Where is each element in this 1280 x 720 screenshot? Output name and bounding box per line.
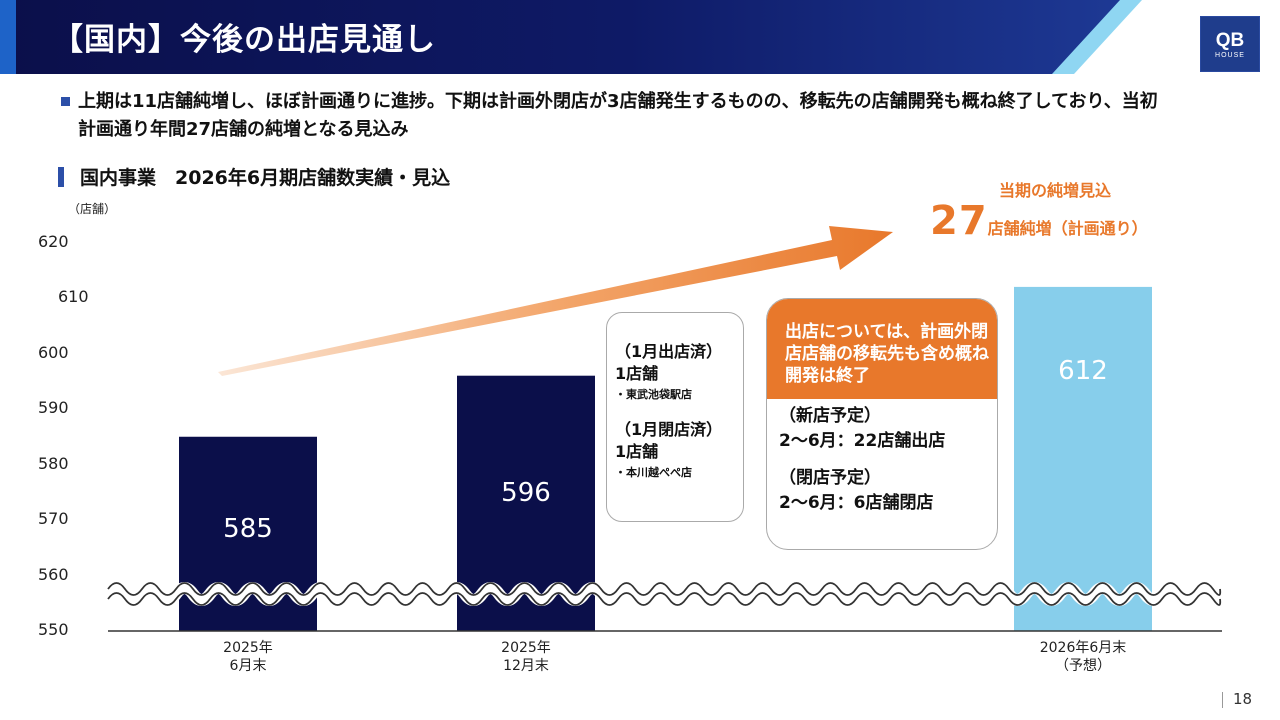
axis-break-line-2 [107, 592, 1222, 606]
y-tick-label: 610 [58, 287, 89, 306]
trend-arrow [218, 226, 893, 376]
bar-3 [1014, 286, 1152, 631]
page-number-divider [1222, 691, 1223, 708]
bar-value-label: 612 [1058, 355, 1108, 386]
y-tick-label: 620 [38, 231, 69, 251]
y-tick-label: 600 [38, 342, 69, 362]
plan-callout-text: 出店については、計画外閉店店舗の移転先も含め概ね開発は終了 [785, 322, 989, 386]
page-number-value: 18 [1233, 690, 1253, 708]
summary-bullet: 上期は11店舗純増し、ほぼ計画通りに進捗。下期は計画外閉店が3店舗発生するものの… [78, 91, 1158, 140]
page-title: 【国内】今後の出店見通し [52, 22, 436, 58]
x-tick-line1: 2025年 [501, 640, 551, 656]
closing-detail: 2～6月：6店舗閉店 [779, 493, 934, 513]
plan-callout: 出店については、計画外閉店店舗の移転先も含め概ね開発は終了 [767, 299, 997, 399]
open-store: ・東武池袋駅店 [615, 388, 692, 401]
net-increase-title: 当期の純増見込 [998, 181, 1111, 200]
axis-break-line-1 [107, 582, 1222, 596]
y-tick-label: 560 [38, 564, 69, 584]
logo-sub-text: HOUSE [1215, 52, 1245, 59]
x-tick-line1: 2025年 [223, 640, 273, 656]
header-band [0, 0, 1140, 74]
x-tick-line2: 12月末 [503, 658, 549, 674]
net-increase-text: 店舗純増（計画通り） [987, 219, 1148, 238]
net-increase-annotation: 27店舗純増（計画通り） [930, 198, 1148, 244]
x-tick-label: 2025年 6月末 [168, 639, 328, 675]
new-store-heading: （新店予定） [779, 406, 881, 426]
x-tick-label: 2025年 12月末 [446, 639, 606, 675]
closing-heading: （閉店予定） [779, 468, 881, 488]
page-number: 18 [1222, 690, 1252, 708]
open-count: 1店舗 [615, 364, 659, 383]
section-title: 国内事業 2026年6月期店舗数実績・見込 [80, 167, 451, 189]
january-changes-box: （1月出店済） 1店舗 ・東武池袋駅店 （1月閉店済） 1店舗 ・本川越ぺぺ店 [606, 312, 744, 522]
qb-house-logo: QB HOUSE [1200, 16, 1260, 72]
header-accent-stripe [1052, 0, 1142, 74]
header-banner: 【国内】今後の出店見通し [0, 0, 1280, 74]
y-tick-label: 580 [38, 453, 69, 473]
x-tick-label: 2026年6月末 （予想） [1003, 639, 1163, 675]
close-heading: （1月閉店済） [615, 420, 723, 439]
logo-main-text: QB [1215, 30, 1245, 51]
header-background [0, 0, 1142, 74]
plan-box: 出店については、計画外閉店店舗の移転先も含め概ね開発は終了 （新店予定） 2～6… [766, 298, 998, 550]
y-axis-unit: （店舗） [68, 202, 117, 216]
x-tick-line1: 2026年6月末 [1039, 640, 1127, 656]
net-increase-number: 27 [930, 198, 988, 244]
header-left-edge [0, 0, 16, 74]
plan-details: （新店予定） 2～6月：22店舗出店 （閉店予定） 2～6月：6店舗閉店 [767, 399, 997, 516]
close-count: 1店舗 [615, 442, 659, 461]
section-marker [58, 167, 64, 187]
axis-break-fill [103, 582, 1227, 606]
close-store: ・本川越ぺぺ店 [615, 466, 692, 479]
x-tick-line2: 6月末 [229, 658, 267, 674]
axis-break-mark [103, 582, 1227, 606]
bar-value-label: 596 [501, 477, 551, 508]
bar-value-label: 585 [223, 514, 273, 545]
y-tick-label: 550 [38, 620, 69, 639]
open-heading: （1月出店済） [615, 342, 723, 361]
y-tick-label: 570 [38, 509, 69, 528]
y-tick-label: 590 [38, 398, 69, 417]
new-store-detail: 2～6月：22店舗出店 [779, 431, 946, 451]
bullet-square-icon [61, 97, 70, 106]
x-tick-line2: （予想） [1055, 658, 1111, 674]
